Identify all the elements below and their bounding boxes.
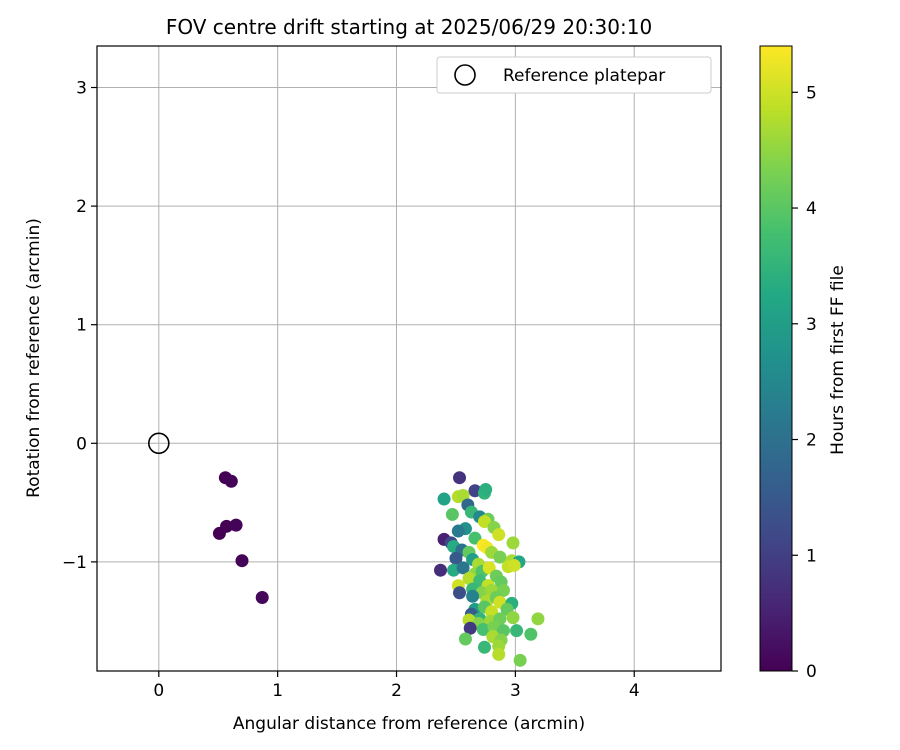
colorbar-tick-label: 1 [806,546,817,566]
x-axis-ticks: 0 1 2 3 4 [153,671,640,701]
data-point [506,536,520,550]
data-point [453,586,467,600]
data-point [462,571,476,585]
x-tick-label: 2 [391,681,402,701]
legend-entry-reference-platepar: Reference platepar [503,66,665,86]
y-tick-label: −1 [62,553,87,573]
data-point [476,622,490,636]
data-point [477,515,491,529]
y-axis-ticks: −1 0 1 2 3 [62,79,97,573]
data-point [433,563,447,577]
x-tick-label: 1 [272,681,283,701]
colorbar-tick-label: 0 [806,662,817,682]
colorbar-tick-label: 4 [806,199,817,219]
data-point [466,589,480,603]
reference-platepar-marker [148,432,170,455]
data-point [235,554,249,568]
data-point [493,550,507,564]
x-axis-label: Angular distance from reference (arcmin) [233,714,585,734]
data-point [445,507,459,521]
data-point [458,632,472,646]
data-point [492,647,506,661]
data-point [477,640,491,654]
x-tick-label: 3 [510,681,521,701]
data-point [531,612,545,626]
y-axis-label: Rotation from reference (arcmin) [24,218,44,498]
data-point [492,528,506,542]
data-point [449,551,463,565]
colorbar-gradient [759,45,793,672]
data-point [451,524,465,538]
plot-frame [96,45,722,672]
y-tick-label: 1 [76,316,87,336]
x-tick-label: 0 [153,681,164,701]
y-tick-label: 2 [76,197,87,217]
colorbar-label: Hours from first FF file [828,265,848,455]
colorbar-ticks: 0 1 2 3 4 5 [792,83,817,682]
data-point [507,558,521,572]
y-tick-label: 0 [76,434,87,454]
legend-marker [454,64,476,86]
data-point [479,483,493,497]
colorbar: 0 1 2 3 4 5 Hours from first FF file [759,45,848,682]
data-point [224,474,238,488]
data-point [463,621,477,635]
colorbar-tick-label: 3 [806,315,817,335]
legend: Reference platepar [436,56,712,94]
data-point [506,611,520,625]
chart-title: FOV centre drift starting at 2025/06/29 … [166,15,652,39]
data-point [513,653,527,667]
scatter-points [212,471,545,667]
legend-box [436,56,712,94]
data-point [524,627,538,641]
data-point [255,590,269,604]
data-point [229,518,243,532]
data-point [212,526,226,540]
colorbar-tick-label: 2 [806,431,817,451]
data-point [437,492,451,506]
data-point [510,624,524,638]
colorbar-tick-label: 5 [806,83,817,103]
data-point [456,561,470,575]
data-point [453,471,467,485]
x-tick-label: 4 [629,681,640,701]
y-tick-label: 3 [76,79,87,99]
